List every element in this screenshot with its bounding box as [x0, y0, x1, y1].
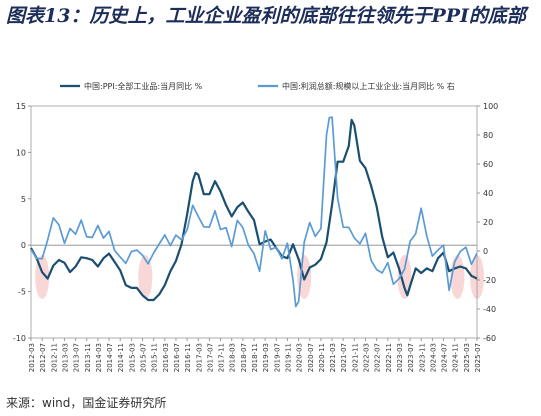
x-tick-label: 2015-07 — [140, 343, 148, 372]
x-tick-label: 2012-07 — [39, 343, 47, 372]
highlight-ellipse — [397, 255, 412, 300]
x-tick-label: 2024-07 — [441, 343, 449, 372]
y-right-tick-label: 0 — [483, 247, 488, 256]
y-right-tick-label: 60 — [483, 160, 493, 169]
y-right-tick-label: -60 — [483, 334, 496, 343]
x-tick-label: 2023-07 — [407, 343, 415, 372]
y-right-tick-label: -40 — [483, 305, 496, 314]
highlight-ellipse — [138, 255, 153, 300]
x-tick-label: 2024-03 — [429, 343, 437, 372]
x-tick-label: 2022-11 — [385, 343, 393, 372]
series-profit-line — [30, 116, 478, 308]
x-tick-label: 2013-03 — [61, 343, 69, 372]
x-tick-label: 2025-03 — [463, 343, 471, 372]
y-right-tick-label: 100 — [483, 102, 498, 111]
series-ppi-line — [30, 118, 478, 302]
x-tick-label: 2015-03 — [128, 343, 136, 372]
y-right-tick-label: -20 — [483, 276, 496, 285]
x-tick-label: 2012-11 — [50, 343, 58, 372]
source-note: 来源：wind，国金证券研究所 — [6, 396, 167, 410]
x-tick-label: 2018-03 — [229, 343, 237, 372]
x-tick-label: 2016-11 — [184, 343, 192, 372]
y-right-tick-label: 20 — [483, 218, 493, 227]
legend-label: 中国:利润总额:规模以上工业企业:当月同比 % 右 — [282, 81, 455, 91]
x-tick-label: 2016-03 — [162, 343, 170, 372]
series-layer — [30, 116, 478, 308]
x-tick-label: 2017-07 — [206, 343, 214, 372]
legend-label: 中国:PPI:全部工业品:当月同比 % — [84, 81, 203, 91]
y-left-tick-label: 0 — [21, 241, 26, 250]
x-tick-label: 2023-03 — [396, 343, 404, 372]
x-tick-label: 2014-07 — [106, 343, 114, 372]
x-tick-label: 2017-03 — [195, 343, 203, 372]
x-tick-label: 2024-11 — [452, 343, 460, 372]
x-tick-label: 2018-07 — [240, 343, 248, 372]
y-left-tick-label: -10 — [13, 334, 26, 343]
x-tick-label: 2023-11 — [418, 343, 426, 372]
x-tick-label: 2017-11 — [218, 343, 226, 372]
chart-title: 图表13：历史上，工业企业盈利的底部往往领先于PPI的底部 — [6, 5, 526, 27]
x-tick-label: 2021-07 — [340, 343, 348, 372]
x-tick-label: 2020-11 — [318, 343, 326, 372]
x-tick-label: 2019-03 — [262, 343, 270, 372]
highlight-ellipse — [450, 255, 465, 300]
x-tick-label: 2016-07 — [173, 343, 181, 372]
x-tick-label: 2022-03 — [363, 343, 371, 372]
x-tick-label: 2021-11 — [351, 343, 359, 372]
x-tick-label: 2015-11 — [151, 343, 159, 372]
x-tick-label: 2019-07 — [273, 343, 281, 372]
x-tick-label: 2013-11 — [84, 343, 92, 372]
legend: 中国:PPI:全部工业品:当月同比 % 中国:利润总额:规模以上工业企业:当月同比… — [60, 81, 455, 91]
x-tick-label: 2019-11 — [284, 343, 292, 372]
x-tick-label: 2020-03 — [296, 343, 304, 372]
x-tick-label: 2012-03 — [28, 343, 36, 372]
y-right-tick-label: 80 — [483, 131, 493, 140]
y-right-tick-label: 40 — [483, 189, 493, 198]
x-tick-label: 2020-07 — [307, 343, 315, 372]
x-tick-label: 2025-07 — [474, 343, 482, 372]
x-tick-label: 2013-07 — [73, 343, 81, 372]
y-left-tick-label: 15 — [16, 102, 26, 111]
x-tick-label: 2022-07 — [374, 343, 382, 372]
x-tick-label: 2021-03 — [329, 343, 337, 372]
y-left-tick-label: 5 — [21, 195, 26, 204]
x-tick-label: 2014-11 — [117, 343, 125, 372]
y-left-tick-label: -5 — [18, 288, 26, 297]
x-tick-label: 2018-11 — [251, 343, 259, 372]
x-tick-label: 2014-03 — [95, 343, 103, 372]
y-left-tick-label: 10 — [16, 148, 26, 157]
